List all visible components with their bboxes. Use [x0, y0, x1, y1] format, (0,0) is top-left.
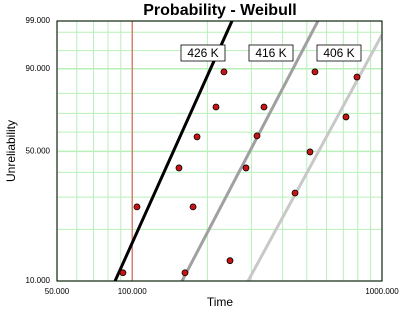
data-point	[353, 73, 361, 81]
y-tick-label: 99.000	[26, 16, 51, 25]
data-point	[175, 164, 183, 172]
chart-title: Probability - Weibull	[143, 2, 297, 19]
x-axis-label: Time	[207, 295, 234, 309]
x-tick-label: 1000.000	[365, 287, 399, 296]
data-point	[242, 164, 250, 172]
data-point	[189, 203, 197, 211]
data-point	[181, 269, 189, 277]
data-point	[119, 269, 127, 277]
x-tick-label: 100.000	[118, 287, 147, 296]
data-point	[311, 68, 319, 76]
data-point	[260, 103, 268, 111]
data-point	[342, 113, 350, 121]
series-label: 426 K	[187, 46, 218, 60]
y-tick-label: 50.000	[26, 146, 51, 155]
fit-line	[180, 21, 320, 281]
data-point	[306, 148, 314, 156]
data-point	[193, 133, 201, 141]
fit-line	[113, 21, 234, 281]
series-label: 416 K	[255, 46, 286, 60]
data-point	[226, 257, 234, 265]
series-label: 406 K	[323, 46, 354, 60]
data-point	[253, 132, 261, 140]
y-tick-label: 90.000	[26, 64, 51, 73]
series-label-box	[180, 44, 226, 62]
data-point	[212, 103, 220, 111]
data-point	[220, 68, 228, 76]
y-axis-label: Unreliability	[4, 120, 18, 182]
series-label-box	[316, 44, 362, 62]
data-point	[291, 189, 299, 197]
plot-border	[56, 20, 383, 282]
x-tick-label: 50.000	[45, 287, 70, 296]
data-point	[133, 203, 141, 211]
y-tick-label: 10.000	[26, 276, 51, 285]
series-label-box	[248, 44, 294, 62]
